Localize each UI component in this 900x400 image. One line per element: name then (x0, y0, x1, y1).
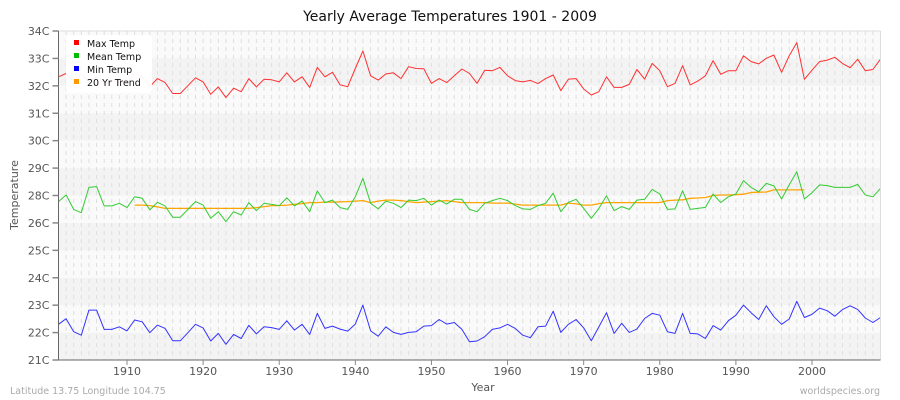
x-tick-label: 2000 (798, 365, 826, 378)
x-tick-label: 1920 (189, 365, 217, 378)
y-tick-label: 25C (28, 244, 50, 257)
series-line-mean-temp (58, 171, 881, 223)
legend-label-min: Min Temp (87, 65, 132, 76)
plot-band (58, 222, 881, 251)
y-axis-label: Temperature (8, 160, 21, 231)
legend-swatch-trend (74, 79, 79, 84)
y-tick-label: 26C (28, 217, 50, 230)
legend-swatch-min (74, 66, 79, 71)
x-tick-label: 1950 (417, 365, 445, 378)
y-tick-label: 33C (28, 52, 50, 65)
series-line-max-temp (58, 42, 881, 99)
y-tick-label: 32C (28, 80, 50, 93)
series-line-20-yr-trend (134, 189, 805, 210)
x-tick-label: 1990 (722, 365, 750, 378)
series-line-min-temp (58, 300, 881, 345)
legend-label-mean: Mean Temp (87, 52, 141, 63)
y-tick-label: 24C (28, 272, 50, 285)
y-tick-label: 22C (28, 327, 50, 340)
legend-label-max: Max Temp (87, 39, 135, 50)
vertical-gridlines (58, 31, 881, 360)
axes: 34C 33C 32C 31C 30C 29C 28C 26C 25C 24C 23C 22C 21C 1… (28, 25, 881, 378)
y-tick-label: 31C (28, 107, 50, 120)
y-tick-label: 30C (28, 135, 50, 148)
x-tick-label: 1970 (570, 365, 598, 378)
y-tick-label: 34C (28, 25, 50, 38)
x-axis-label: Year (470, 381, 495, 394)
plot-band (58, 168, 881, 196)
legend-label-trend: 20 Yr Trend (87, 78, 141, 89)
x-tick-label: 1960 (494, 365, 522, 378)
chart-title: Yearly Average Temperatures 1901 - 2009 (302, 9, 597, 25)
location-caption: Latitude 13.75 Longitude 104.75 (10, 386, 166, 397)
y-tick-label: 28C (28, 190, 50, 203)
legend-swatch-mean (74, 53, 79, 58)
x-tick-label: 1930 (265, 365, 293, 378)
series-lines (58, 42, 881, 345)
legend-swatch-max (74, 40, 79, 45)
x-tick-label: 1910 (113, 365, 141, 378)
y-tick-label: 21C (28, 354, 50, 367)
x-tick-label: 1940 (341, 365, 369, 378)
y-tick-label: 23C (28, 299, 50, 312)
legend-box (66, 35, 152, 93)
x-tick-label: 1980 (646, 365, 674, 378)
legend: Max Temp Mean Temp Min Temp 20 Yr Trend (66, 35, 152, 93)
plot-band (58, 31, 881, 59)
source-caption[interactable]: worldspecies.org (800, 386, 880, 397)
y-tick-label: 29C (28, 162, 50, 175)
